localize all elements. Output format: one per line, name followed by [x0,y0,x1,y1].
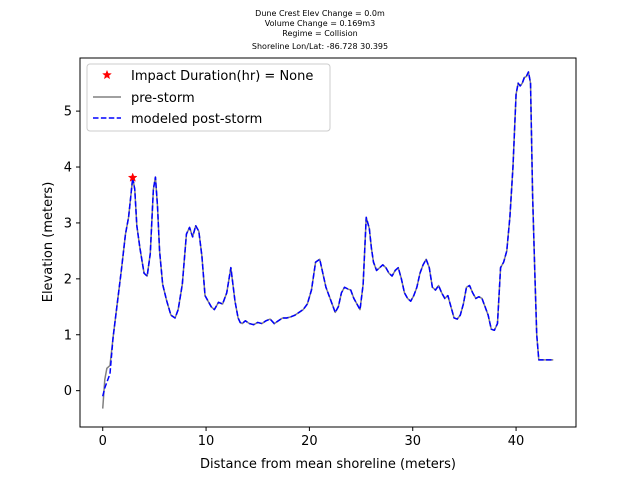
x-tick-label: 10 [198,434,215,449]
y-tick-label: 4 [64,161,72,176]
plot-frame [79,57,577,428]
legend-impact-star [102,69,112,80]
title-line-regime: Regime = Collision [282,29,357,38]
series-line-post-storm [102,71,554,397]
title-line-volume-change: Volume Change = 0.169m3 [265,19,376,28]
y-tick-label: 0 [64,384,72,399]
legend-label-impact: Impact Duration(hr) = None [131,69,313,84]
x-tick-label: 30 [404,434,421,449]
legend-box [86,63,331,132]
x-tick-label: 0 [99,434,107,449]
y-axis-ticks: 0 1 2 3 4 5 [64,105,80,399]
marker-layer [127,172,138,182]
legend: Impact Duration(hr) = None pre-storm mod… [86,63,331,132]
legend-label-pre-storm: pre-storm [131,91,195,106]
title-line-crest-change: Dune Crest Elev Change = 0.0m [255,9,385,18]
y-tick-label: 5 [64,105,72,120]
impact-point-marker [127,172,138,182]
title-line-shoreline-location: Shoreline Lon/Lat: -86.728 30.395 [252,42,388,51]
x-tick-label: 40 [508,434,525,449]
x-axis-ticks: 0 10 20 30 40 [99,427,525,449]
x-axis-label: Distance from mean shoreline (meters) [200,457,456,472]
legend-label-post-storm: modeled post-storm [131,112,262,127]
y-tick-label: 3 [64,216,72,231]
y-axis-label: Elevation (meters) [41,182,56,303]
x-tick-label: 20 [301,434,318,449]
y-tick-label: 1 [64,328,72,343]
y-tick-label: 2 [64,272,72,287]
chart-title: Dune Crest Elev Change = 0.0m Volume Cha… [252,9,388,51]
series-layer [101,71,554,409]
